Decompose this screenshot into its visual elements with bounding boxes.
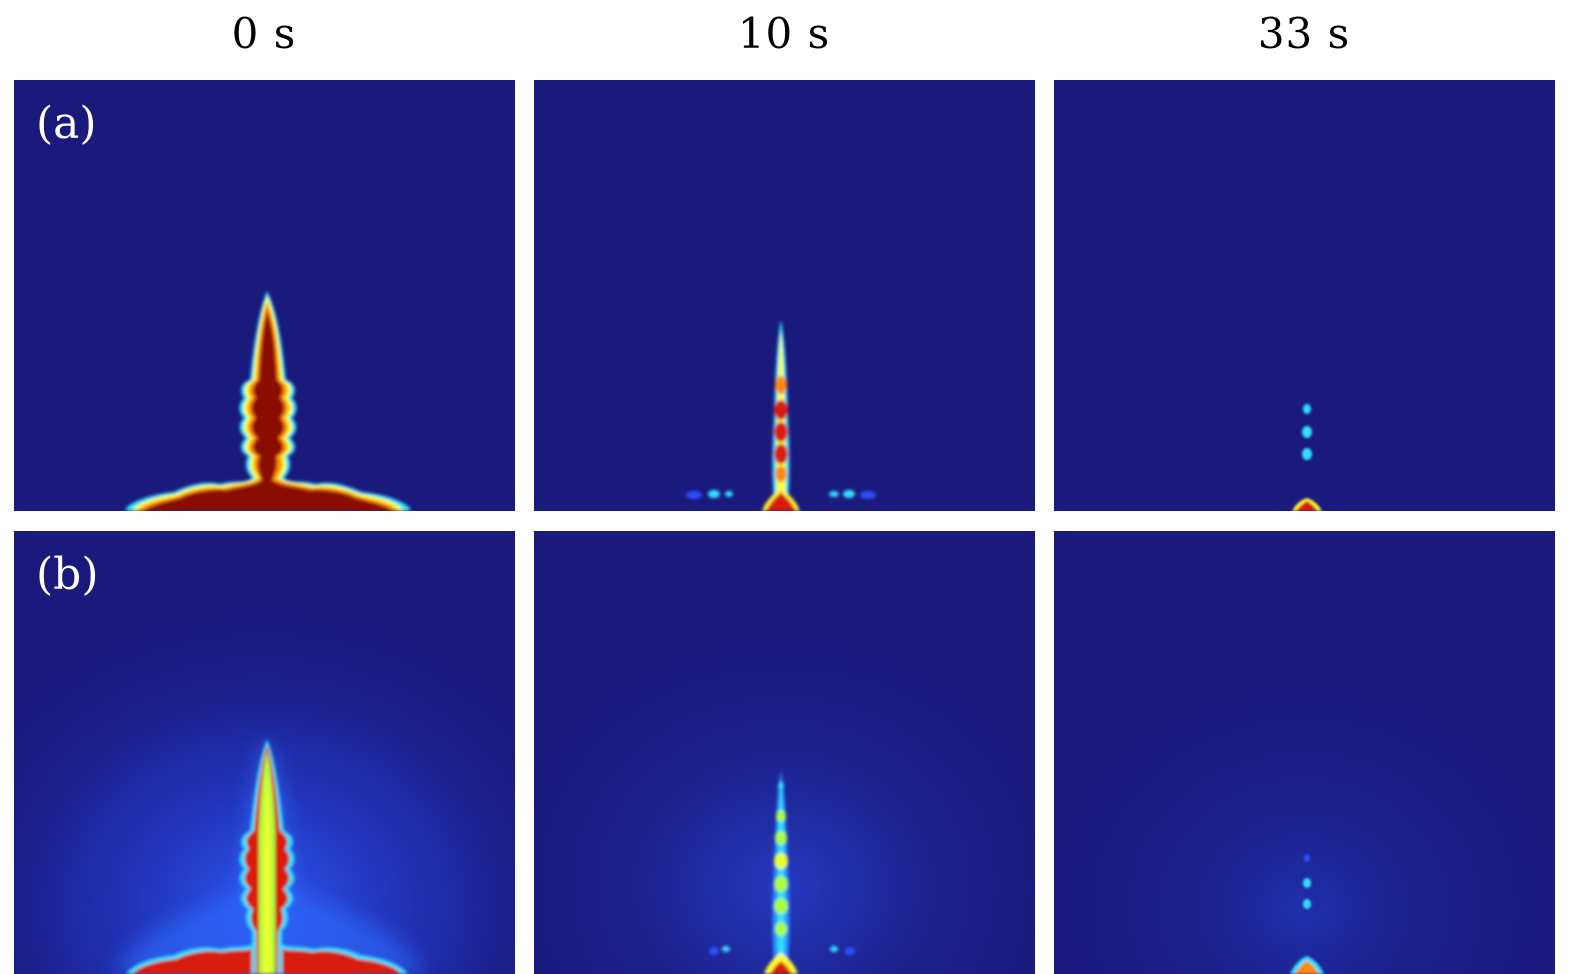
column-title-0s: 0 s [231, 9, 297, 58]
dendrite-a-0s [126, 291, 410, 511]
panel-a-0s: (a) [14, 80, 515, 511]
row-label-a: (a) [36, 98, 97, 149]
row-label-b: (b) [36, 549, 99, 600]
column-title-10s: 10 s [737, 9, 831, 58]
dendrite-b-10s [534, 531, 1035, 974]
panel-b-10s [534, 531, 1035, 974]
dendrite-a-10s [686, 320, 876, 511]
panel-b-33s [1054, 531, 1555, 974]
panel-a-33s [1054, 80, 1555, 511]
dendrite-b-33s [1054, 531, 1555, 974]
dendrite-a-33s [1292, 404, 1322, 511]
panel-a-10s [534, 80, 1035, 511]
dendrite-b-0s [14, 531, 515, 974]
column-title-33s: 33 s [1257, 9, 1351, 58]
panel-b-0s: (b) [14, 531, 515, 974]
